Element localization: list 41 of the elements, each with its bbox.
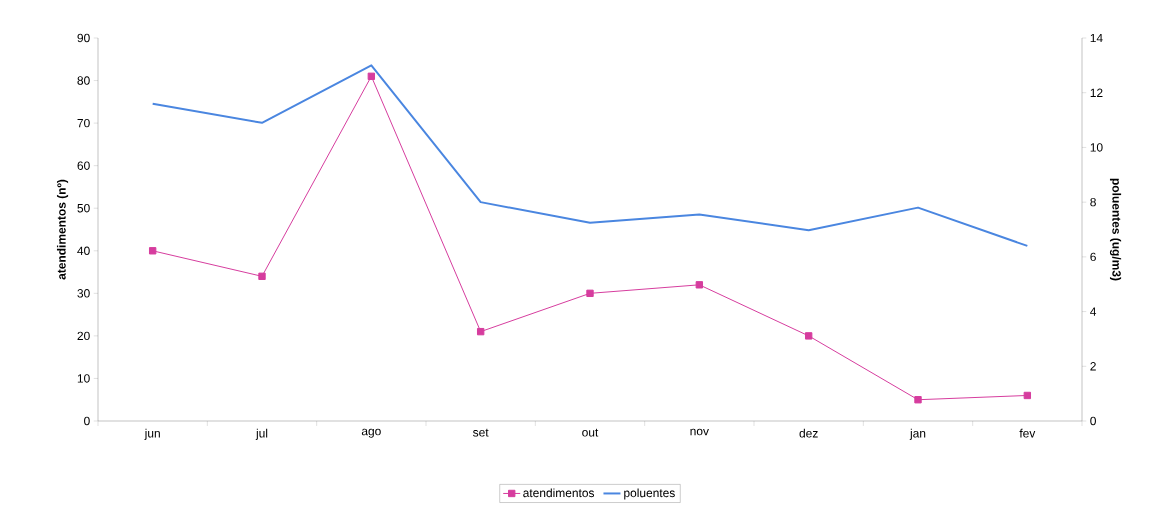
y-tick-label: 60 bbox=[77, 161, 90, 170]
y-axis-title: atendimentos (nº) bbox=[56, 179, 69, 280]
y2-tick-label: 2 bbox=[1090, 362, 1096, 371]
point bbox=[258, 272, 266, 280]
legend-label: poluentes bbox=[624, 488, 675, 500]
point bbox=[148, 247, 157, 255]
x-tick-label: nov bbox=[690, 428, 709, 436]
point bbox=[476, 327, 485, 336]
y-tick-label: 20 bbox=[77, 331, 90, 341]
x-tick-label: set bbox=[473, 428, 489, 437]
point bbox=[804, 332, 813, 340]
x-tick-label: jul bbox=[255, 428, 268, 440]
point bbox=[914, 396, 922, 404]
y-tick-label: 40 bbox=[77, 246, 90, 255]
point bbox=[367, 72, 376, 80]
y2-tick-label: 12 bbox=[1090, 88, 1103, 97]
y-tick-label: 50 bbox=[77, 204, 90, 213]
legend-label: atendimentos bbox=[523, 488, 595, 498]
y-tick-label: 10 bbox=[77, 374, 90, 383]
y-tick-label: 80 bbox=[77, 76, 90, 85]
y2-tick-label: 14 bbox=[1090, 33, 1103, 43]
y2-axis-title: poluentes (ug/m3) bbox=[1109, 178, 1122, 281]
x-tick-label: jan bbox=[909, 428, 926, 440]
y-tick-label: 30 bbox=[77, 289, 90, 298]
y-tick-label: 90 bbox=[77, 33, 90, 43]
point bbox=[695, 281, 704, 289]
y2-tick-label: 6 bbox=[1090, 252, 1096, 262]
x-tick-label: out bbox=[582, 428, 599, 437]
x-tick-label: fev bbox=[1019, 428, 1036, 438]
point bbox=[1023, 391, 1032, 400]
y-tick-label: 70 bbox=[77, 118, 90, 128]
y2-tick-label: 0 bbox=[1090, 416, 1096, 426]
line-series bbox=[151, 64, 1029, 247]
y2-tick-label: 8 bbox=[1090, 197, 1096, 207]
y2-tick-label: 4 bbox=[1090, 307, 1097, 316]
x-tick-label: jun bbox=[144, 428, 160, 440]
x-tick-label: dez bbox=[799, 428, 818, 438]
x-tick-label: ago bbox=[361, 428, 381, 438]
y-tick-label: 0 bbox=[84, 416, 90, 426]
point bbox=[586, 289, 594, 298]
y2-tick-label: 10 bbox=[1090, 143, 1103, 152]
